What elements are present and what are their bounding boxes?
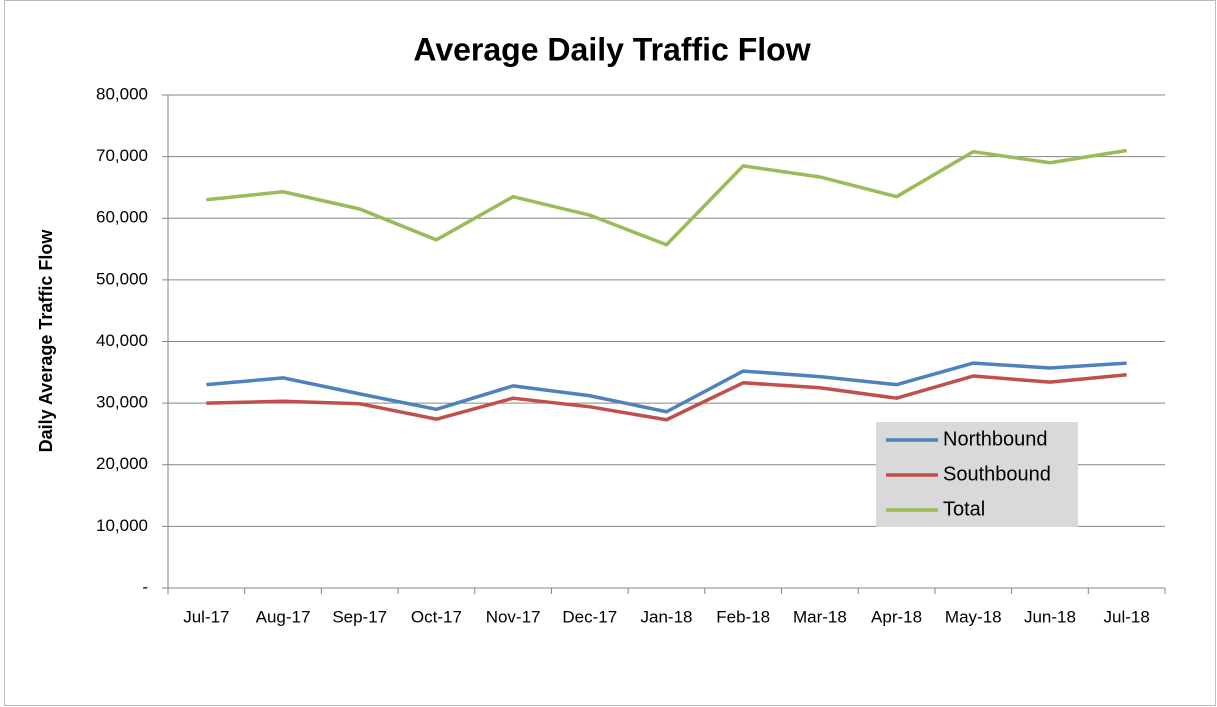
x-tick-label: Jul-17 — [183, 607, 229, 626]
x-tick-label: Sep-17 — [332, 607, 387, 626]
x-tick-label: Feb-18 — [716, 607, 770, 626]
x-tick-label: Oct-17 — [411, 607, 462, 626]
x-tick-label: Mar-18 — [793, 607, 847, 626]
y-tick-label: 40,000 — [96, 331, 148, 350]
x-tick-label: Apr-18 — [871, 607, 922, 626]
x-tick-label: Aug-17 — [256, 607, 311, 626]
y-tick-label: 50,000 — [96, 269, 148, 288]
x-tick-label: Dec-17 — [562, 607, 617, 626]
x-tick-label: Nov-17 — [486, 607, 541, 626]
legend-label: Southbound — [943, 463, 1051, 485]
y-tick-label: 10,000 — [96, 516, 148, 535]
line-series — [206, 361, 1127, 414]
chart-title: Average Daily Traffic Flow — [413, 31, 810, 67]
legend-label: Northbound — [943, 428, 1048, 450]
y-tick-label: 20,000 — [96, 454, 148, 473]
frame — [4, 0, 1216, 706]
y-axis-label: Daily Average Traffic Flow — [36, 229, 56, 453]
line-series — [206, 148, 1127, 247]
y-tick-label: 60,000 — [96, 208, 148, 227]
x-tick-label: Jul-18 — [1103, 607, 1149, 626]
y-tick-label: 70,000 — [96, 146, 148, 165]
legend-label: Total — [943, 498, 985, 520]
y-tick-label: 80,000 — [96, 84, 148, 103]
x-tick-label: May-18 — [945, 607, 1002, 626]
line-series — [206, 373, 1127, 422]
x-tick-label: Jan-18 — [641, 607, 693, 626]
legend: Northbound Southbound Total — [876, 422, 1078, 527]
y-tick-label: 30,000 — [96, 393, 148, 412]
y-tick-label: - — [142, 577, 148, 596]
x-tick-label: Jun-18 — [1024, 607, 1076, 626]
